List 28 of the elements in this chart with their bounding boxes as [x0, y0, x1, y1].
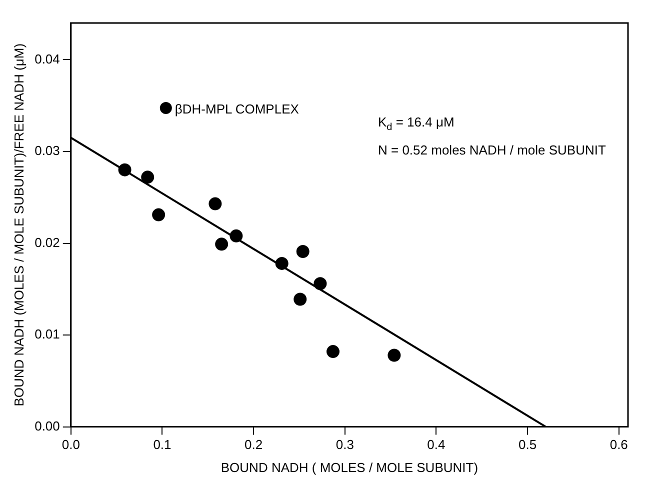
- x-tick-label: 0.0: [62, 437, 80, 452]
- x-tick-label: 0.1: [153, 437, 172, 452]
- point: [275, 256, 288, 270]
- point: [215, 238, 228, 251]
- y-tick-label: 0.04: [34, 51, 60, 66]
- x-tick-label: 0.5: [518, 437, 537, 452]
- x-tick-label: 0.2: [244, 437, 263, 452]
- point: [141, 170, 154, 184]
- y-axis-title: BOUND NADH (MOLES / MOLE SUBUNIT)/FREE NADH (μM): [11, 43, 26, 406]
- point: [326, 345, 340, 358]
- x-tick-label: 0.3: [336, 437, 354, 452]
- point: [208, 197, 222, 210]
- y-tick-label: 0.01: [34, 326, 60, 342]
- x-tick-label: 0.4: [427, 437, 446, 452]
- point: [152, 208, 166, 222]
- annotation: N = 0.52 moles NADH / mole SUBUNIT: [378, 142, 606, 158]
- x-tick-label: 0.6: [610, 437, 628, 452]
- legend-label: βDH-MPL COMPLEX: [174, 102, 300, 117]
- y-tick-label: 0.03: [34, 143, 60, 158]
- point: [118, 163, 132, 176]
- y-tick-label: 0.00: [34, 418, 60, 434]
- x-axis-title: BOUND NADH ( MOLES / MOLE SUBUNIT): [220, 460, 478, 475]
- point: [294, 292, 307, 306]
- point: [296, 245, 310, 258]
- y-tick-label: 0.02: [34, 234, 60, 250]
- point: [314, 277, 327, 290]
- point: [388, 348, 401, 362]
- point: [230, 229, 243, 242]
